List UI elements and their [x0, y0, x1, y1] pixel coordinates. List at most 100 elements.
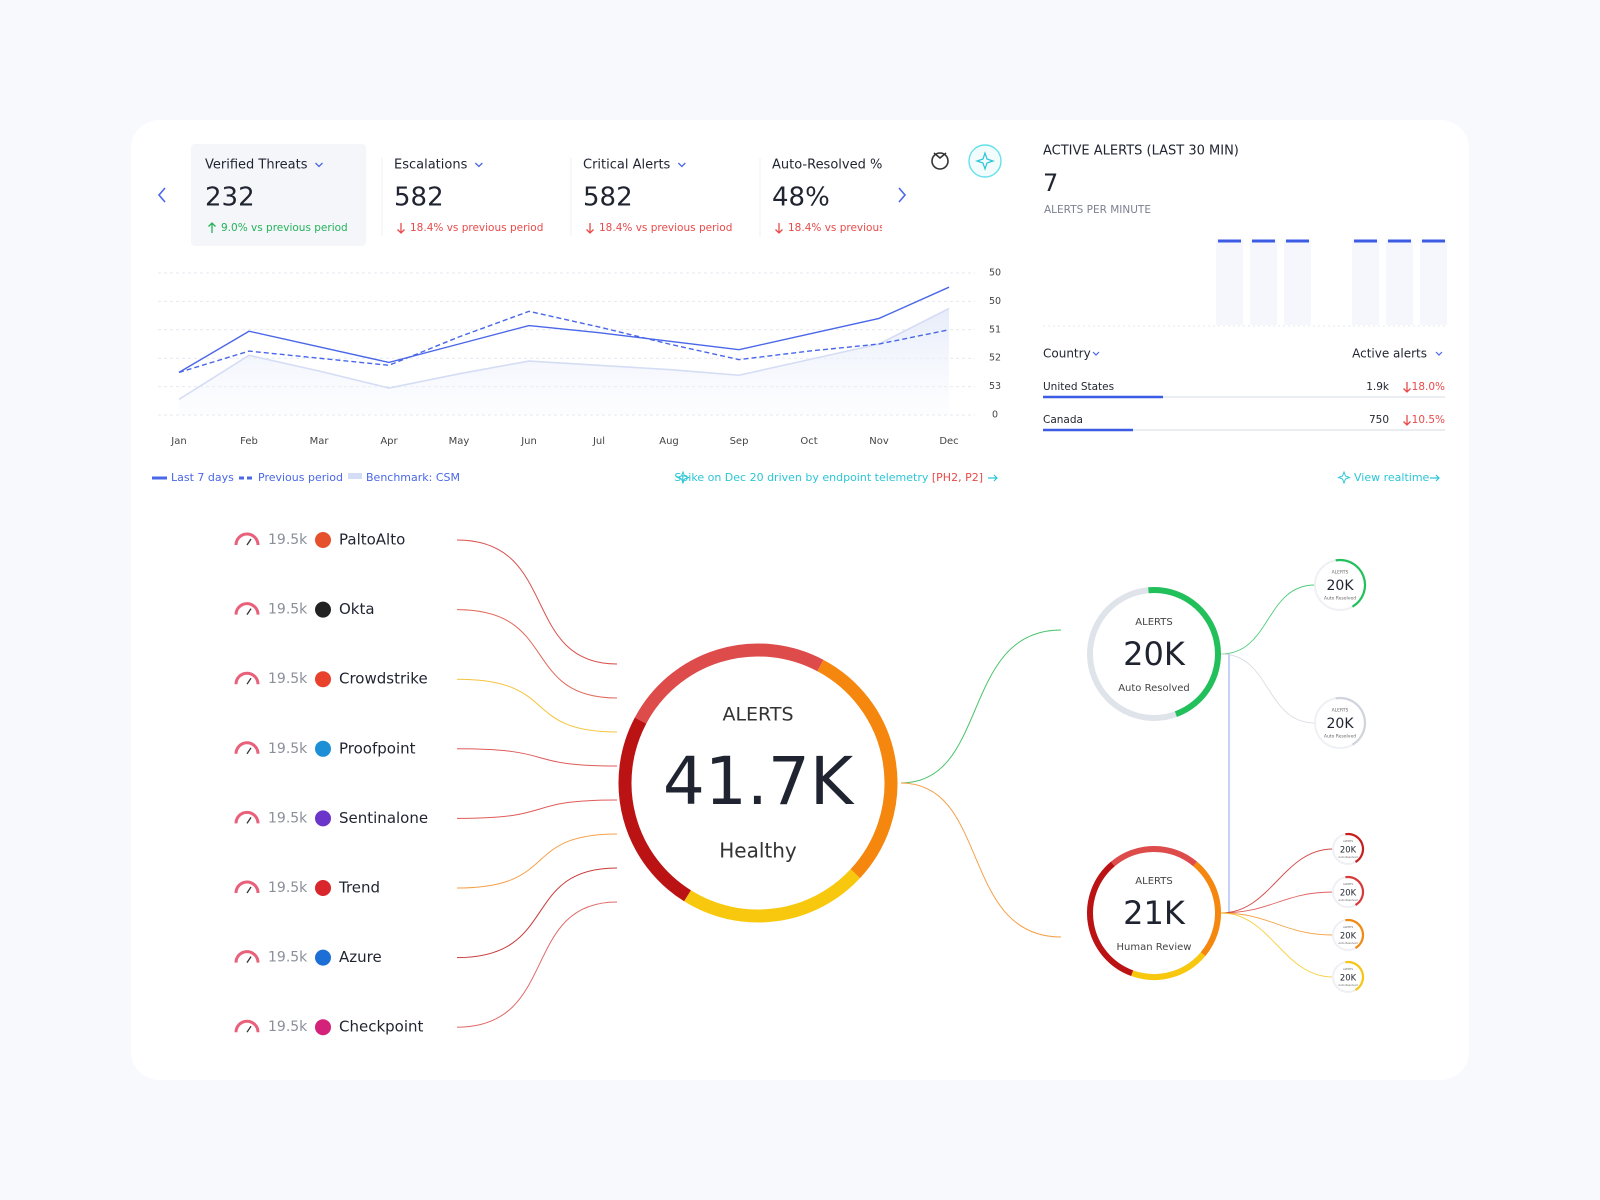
trend-arrow — [1403, 415, 1411, 426]
per-minute-bars — [1216, 239, 1447, 325]
trend-arrow — [586, 223, 594, 234]
leaf-link — [1220, 653, 1316, 724]
dropdown-icon[interactable] — [1435, 351, 1443, 356]
minute-bar — [1250, 240, 1277, 325]
leaf-ring — [1335, 696, 1367, 746]
dropdown-icon[interactable] — [1092, 351, 1100, 356]
kpi-change: 9.0% vs previous period — [221, 222, 348, 234]
gauge-needle — [246, 886, 252, 894]
source-value: 19.5k — [268, 880, 308, 896]
trend-arrow — [208, 222, 216, 233]
source-name[interactable]: Azure — [339, 948, 382, 966]
ring-segment — [817, 659, 898, 879]
kpi-strip: Verified Threats 232 9.0% vs previous peri… — [205, 158, 882, 236]
table-header[interactable]: Country — [1043, 347, 1091, 361]
legend-swatch — [348, 473, 362, 479]
source-logo — [315, 880, 331, 896]
gauge-icon — [234, 532, 260, 546]
trend-chart: 50 50 51 52 53 0 Jan Feb Mar Apr May Jun Jul Aug Sep Oc… — [158, 268, 1001, 447]
x-tick-label: Jun — [520, 436, 537, 447]
country-change: 18.0% — [1412, 381, 1445, 393]
dropdown-icon[interactable] — [315, 162, 323, 168]
source-name[interactable]: Checkpoint — [339, 1018, 424, 1036]
source-name[interactable]: Sentinalone — [339, 809, 428, 827]
dropdown-icon[interactable] — [474, 162, 483, 168]
link-text[interactable]: View realtime — [1354, 471, 1430, 484]
source-logo — [315, 671, 331, 688]
ai-button[interactable] — [968, 144, 1002, 178]
gauge-icon — [234, 950, 260, 963]
country-change: 10.5% — [1412, 414, 1445, 426]
source-name[interactable]: Okta — [339, 600, 375, 618]
card — [131, 120, 1469, 1080]
annotation-message: Spike on Dec 20 driven by endpoint telem… — [674, 471, 929, 484]
leaf-caption: Auto Resolved — [1338, 941, 1358, 945]
table-header[interactable]: Active alerts — [1352, 347, 1427, 361]
leaf-ring — [1345, 832, 1365, 863]
dropdown-icon[interactable] — [677, 162, 686, 168]
leaf-label: ALERTS — [1343, 967, 1353, 971]
gauge-icon — [234, 602, 260, 615]
kpi-value: 582 — [583, 183, 633, 213]
gauge-icon — [234, 810, 260, 824]
node-link — [900, 629, 1062, 784]
node-ring — [1148, 587, 1221, 717]
leaf-ring — [1345, 875, 1365, 906]
series-line — [178, 286, 950, 374]
gauge-needle — [246, 677, 252, 685]
kpi: Verified Threats 232 9.0% vs previous peri… — [205, 158, 348, 235]
country-name: United States — [1043, 381, 1114, 393]
x-tick-label: Jul — [592, 436, 605, 447]
kpi-change: 18.4% vs previous period — [599, 222, 732, 234]
kpi-label: Critical Alerts — [583, 158, 671, 173]
gauge-needle — [246, 956, 252, 963]
leaf-link — [1220, 584, 1316, 655]
node-label: ALERTS — [1135, 617, 1172, 628]
minute-bar — [1216, 240, 1243, 325]
x-tick-label: May — [449, 436, 470, 447]
badge-icon[interactable] — [931, 152, 949, 170]
source-value: 19.5k — [268, 950, 308, 966]
source-value: 19.5k — [268, 532, 308, 548]
leaf-value: 20K — [1327, 578, 1355, 594]
leaf-link — [1220, 912, 1334, 978]
y-tick-label: 52 — [989, 353, 1001, 364]
annotation[interactable]: Spike on Dec 20 driven by endpoint telem… — [674, 470, 998, 485]
source-name[interactable]: PaltoAlto — [339, 531, 405, 549]
benchmark-area — [179, 308, 949, 415]
country-name: Canada — [1043, 414, 1083, 426]
node-label: ALERTS — [1135, 876, 1172, 887]
leaf-caption: Auto Resolved — [1324, 596, 1356, 602]
trend-arrow — [775, 223, 783, 234]
kpi-label: Auto-Resolved % — [772, 158, 882, 173]
kpi-value: 232 — [205, 183, 255, 213]
gauge-needle — [246, 817, 252, 824]
minute-bar — [1352, 240, 1379, 325]
prev-button[interactable] — [157, 187, 166, 203]
source-value: 19.5k — [268, 810, 308, 826]
source-name[interactable]: Proofpoint — [339, 739, 416, 757]
series-line — [178, 310, 950, 374]
legend-label: Previous period — [258, 471, 343, 484]
source-name[interactable]: Crowdstrike — [339, 670, 428, 688]
x-tick-label: Oct — [800, 436, 817, 447]
node-ring — [1110, 846, 1198, 867]
source-name[interactable]: Trend — [338, 879, 380, 897]
x-tick-label: Jan — [170, 436, 186, 447]
gauge-needle — [246, 1025, 252, 1033]
legend-label: Benchmark: CSM — [366, 471, 460, 484]
node-link — [900, 782, 1062, 938]
gauge-needle — [246, 608, 252, 615]
x-tick-label: Aug — [659, 436, 679, 447]
gauge-icon — [234, 1019, 260, 1033]
source-link — [456, 901, 618, 1028]
realtime-link[interactable]: View realtime — [1337, 470, 1440, 485]
source-link — [456, 867, 618, 959]
next-button[interactable] — [898, 187, 907, 203]
kpi: Critical Alerts 582 18.4% vs previous peri… — [570, 158, 732, 236]
x-tick-label: Nov — [869, 436, 889, 447]
kpi-label: Verified Threats — [205, 158, 308, 173]
leaf-caption: Auto Resolved — [1338, 983, 1358, 987]
x-tick-label: Sep — [730, 436, 749, 447]
leaf-caption: Auto Resolved — [1338, 855, 1358, 859]
